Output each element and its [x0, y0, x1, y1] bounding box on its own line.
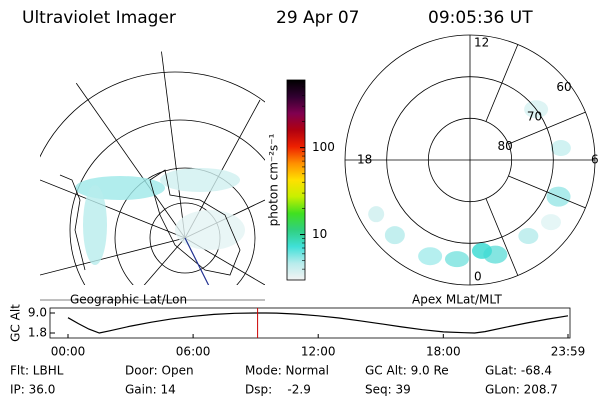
- status-field: Dsp: -2.9: [245, 383, 311, 397]
- colorbar-tick-label: 100: [312, 140, 335, 154]
- status-field: Gain: 14: [125, 383, 176, 397]
- left-panel-label: Geographic Lat/Lon: [70, 293, 187, 307]
- status-field: Door: Open: [125, 364, 194, 378]
- mlat-label: 70: [527, 110, 542, 124]
- status-field: Mode: Normal: [245, 364, 329, 378]
- x-tick-label: 00:00: [51, 345, 86, 359]
- mlt-label: 12: [474, 36, 489, 50]
- mlt-label: 0: [474, 270, 482, 284]
- mlt-label: 6: [591, 153, 599, 167]
- colorbar-scale: [286, 79, 306, 281]
- status-field: GC Alt: 9.0 Re: [365, 364, 449, 378]
- status-field: Seq: 39: [365, 383, 411, 397]
- date: 29 Apr 07: [276, 8, 359, 28]
- status-field: GLat: -68.4: [485, 364, 552, 378]
- mlt-label: 18: [357, 153, 372, 167]
- mlat-label: 80: [497, 139, 512, 153]
- altitude-line: [67, 312, 569, 334]
- right-panel-label: Apex MLat/MLT: [412, 293, 502, 307]
- colorbar: 10 100 photon cm⁻²s⁻¹: [267, 79, 335, 281]
- status-field: GLon: 208.7: [485, 383, 558, 397]
- x-tick-label: 12:00: [301, 345, 336, 359]
- geographic-map: [40, 50, 265, 285]
- status-field: IP: 36.0: [10, 383, 55, 397]
- colorbar-tick-label: 10: [312, 227, 327, 241]
- altitude-plot: GC Alt 9.0 1.8 00:00 06:00 12:00 18:00 23:59: [9, 304, 586, 359]
- colorbar-label: photon cm⁻²s⁻¹: [267, 133, 281, 226]
- y-tick-label: 1.8: [28, 326, 47, 340]
- status-field: Flt: LBHL: [10, 364, 64, 378]
- y-tick-label: 9.0: [28, 306, 47, 320]
- y-axis-label: GC Alt: [9, 304, 23, 342]
- status-bar: Flt: LBHL Door: Open Mode: Normal GC Alt: 9…: [10, 364, 558, 397]
- mlat-label: 60: [556, 80, 571, 94]
- time: 09:05:36 UT: [428, 8, 533, 28]
- x-tick-label: 23:59: [551, 345, 586, 359]
- x-tick-label: 06:00: [176, 345, 211, 359]
- plot-frame: [49, 307, 571, 339]
- polar-plot: 60 70 80 0 6 12 18: [344, 34, 599, 286]
- x-tick-label: 18:00: [426, 345, 461, 359]
- title: Ultraviolet Imager: [22, 8, 176, 28]
